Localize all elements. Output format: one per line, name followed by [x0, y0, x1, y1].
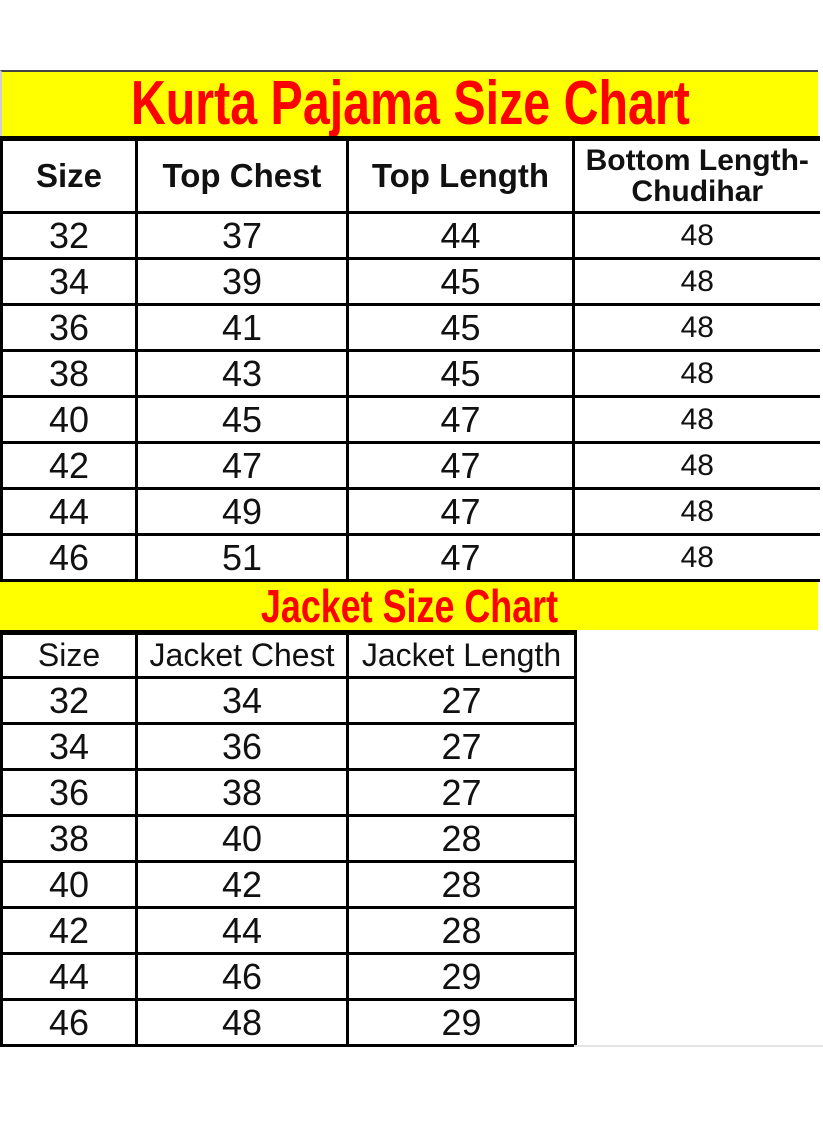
data-cell: 40: [0, 860, 138, 909]
data-cell: 47: [346, 487, 575, 536]
data-cell: 28: [346, 814, 577, 863]
data-cell: 27: [346, 722, 577, 771]
data-cell: 28: [346, 860, 577, 909]
size-row: 44 46 29: [0, 952, 577, 1001]
header-row: Size Top Chest Top Length Bottom Length-Chu…: [0, 137, 820, 214]
data-cell: 27: [346, 676, 577, 725]
data-cell: 38: [0, 349, 138, 398]
data-cell: 34: [135, 676, 349, 725]
data-cell: 44: [0, 952, 138, 1001]
jacket-size-table: Size Jacket Chest Jacket Length 32 34 27 34 36 2…: [0, 630, 577, 1047]
jacket-chart-banner: Jacket Size Chart: [0, 582, 818, 630]
data-cell: 46: [135, 952, 349, 1001]
size-row: 40 42 28: [0, 860, 577, 909]
data-cell: 37: [135, 211, 349, 260]
data-cell: 36: [135, 722, 349, 771]
column-header-size: Size: [0, 631, 138, 679]
size-row: 32 37 44 48: [0, 211, 820, 260]
data-cell: 48: [572, 533, 820, 582]
column-header-size: Size: [0, 137, 138, 214]
size-row: 42 47 47 48: [0, 441, 820, 490]
column-header-bottom-length-chudihar: Bottom Length-Chudihar: [572, 137, 820, 214]
header-row: Size Jacket Chest Jacket Length: [0, 631, 577, 679]
size-row: 38 43 45 48: [0, 349, 820, 398]
data-cell: 27: [346, 768, 577, 817]
data-cell: 45: [346, 257, 575, 306]
gridline-artifact: [574, 1045, 823, 1047]
column-header-top-length: Top Length: [346, 137, 575, 214]
data-cell: 39: [135, 257, 349, 306]
data-cell: 48: [135, 998, 349, 1047]
data-cell: 46: [0, 533, 138, 582]
jacket-chart-title: Jacket Size Chart: [260, 582, 558, 630]
data-cell: 40: [0, 395, 138, 444]
kurta-chart-banner: Kurta Pajama Size Chart: [0, 70, 818, 136]
column-header-jacket-length: Jacket Length: [346, 631, 577, 679]
data-cell: 45: [346, 349, 575, 398]
data-cell: 42: [0, 906, 138, 955]
size-row: 38 40 28: [0, 814, 577, 863]
data-cell: 32: [0, 211, 138, 260]
size-row: 36 38 27: [0, 768, 577, 817]
data-cell: 29: [346, 998, 577, 1047]
size-row: 34 39 45 48: [0, 257, 820, 306]
data-cell: 48: [572, 395, 820, 444]
size-row: 46 48 29: [0, 998, 577, 1047]
data-cell: 47: [346, 395, 575, 444]
column-header-jacket-chest: Jacket Chest: [135, 631, 349, 679]
data-cell: 44: [0, 487, 138, 536]
size-row: 44 49 47 48: [0, 487, 820, 536]
data-cell: 42: [0, 441, 138, 490]
data-cell: 42: [135, 860, 349, 909]
data-cell: 47: [346, 533, 575, 582]
size-row: 34 36 27: [0, 722, 577, 771]
size-row: 42 44 28: [0, 906, 577, 955]
data-cell: 44: [346, 211, 575, 260]
column-header-top-chest: Top Chest: [135, 137, 349, 214]
data-cell: 47: [135, 441, 349, 490]
size-row: 36 41 45 48: [0, 303, 820, 352]
data-cell: 46: [0, 998, 138, 1047]
size-row: 40 45 47 48: [0, 395, 820, 444]
data-cell: 45: [346, 303, 575, 352]
data-cell: 48: [572, 211, 820, 260]
data-cell: 48: [572, 303, 820, 352]
data-cell: 28: [346, 906, 577, 955]
data-cell: 38: [0, 814, 138, 863]
data-cell: 48: [572, 257, 820, 306]
data-cell: 45: [135, 395, 349, 444]
data-cell: 44: [135, 906, 349, 955]
data-cell: 34: [0, 257, 138, 306]
data-cell: 49: [135, 487, 349, 536]
data-cell: 41: [135, 303, 349, 352]
size-row: 46 51 47 48: [0, 533, 820, 582]
data-cell: 36: [0, 768, 138, 817]
data-cell: 48: [572, 441, 820, 490]
size-chart-graphic: Kurta Pajama Size Chart Size Top Chest Top…: [0, 70, 823, 1047]
size-row: 32 34 27: [0, 676, 577, 725]
data-cell: 47: [346, 441, 575, 490]
data-cell: 51: [135, 533, 349, 582]
data-cell: 29: [346, 952, 577, 1001]
data-cell: 38: [135, 768, 349, 817]
data-cell: 32: [0, 676, 138, 725]
data-cell: 36: [0, 303, 138, 352]
kurta-chart-title: Kurta Pajama Size Chart: [130, 70, 690, 136]
data-cell: 43: [135, 349, 349, 398]
data-cell: 34: [0, 722, 138, 771]
data-cell: 48: [572, 349, 820, 398]
kurta-size-table: Size Top Chest Top Length Bottom Length-Chu…: [0, 136, 820, 582]
data-cell: 48: [572, 487, 820, 536]
data-cell: 40: [135, 814, 349, 863]
